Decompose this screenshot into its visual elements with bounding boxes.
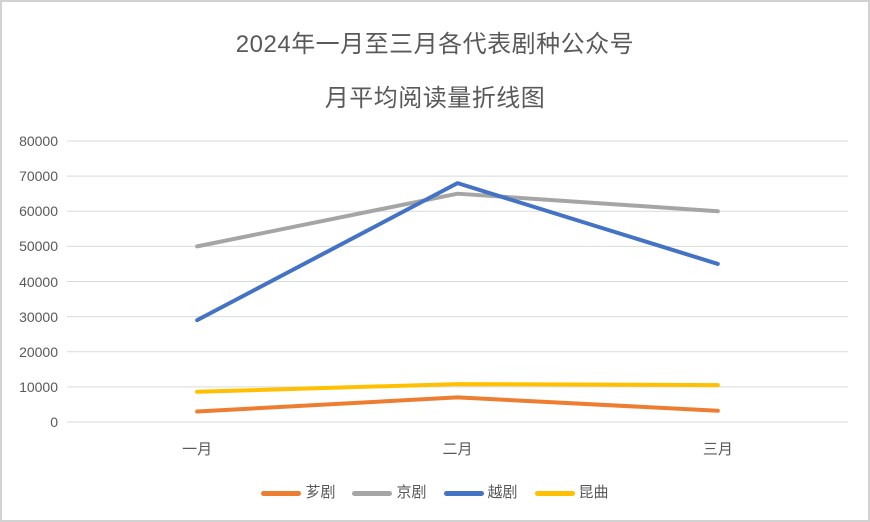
legend-label: 京剧 [396, 484, 427, 501]
y-axis-tick-label: 20000 [19, 343, 58, 360]
chart-subtitle: 月平均阅读量折线图 [324, 85, 546, 112]
series-line-昆曲 [195, 382, 720, 394]
legend-item-昆曲: 昆曲 [534, 484, 609, 502]
chart-title: 2024年一月至三月各代表剧种公众号 [235, 31, 635, 58]
x-axis-tick-label: 二月 [442, 441, 473, 458]
legend: 芗剧 京剧 越剧 昆曲 [2, 484, 868, 502]
x-axis-tick-label: 一月 [182, 441, 213, 458]
y-axis-tick-label: 70000 [19, 168, 58, 185]
y-axis-tick-label: 60000 [19, 203, 58, 220]
y-axis-tick-label: 30000 [19, 308, 58, 325]
legend-item-芗剧: 芗剧 [261, 484, 335, 502]
y-axis-tick-label: 10000 [19, 378, 58, 395]
y-axis-tick-label: 0 [50, 414, 58, 430]
legend-line-swatch [261, 490, 302, 496]
series-line-越剧 [195, 181, 720, 323]
y-axis-tick-label: 40000 [19, 273, 58, 290]
x-axis-tick-label: 三月 [702, 441, 733, 458]
y-axis-tick-label: 80000 [19, 133, 58, 149]
legend-item-越剧: 越剧 [443, 484, 518, 502]
y-axis-tick-label: 50000 [19, 238, 58, 255]
series-line-芗剧 [195, 395, 720, 414]
legend-line-swatch [352, 490, 393, 496]
legend-label: 越剧 [487, 484, 518, 501]
legend-item-京剧: 京剧 [352, 484, 427, 502]
legend-line-swatch [443, 490, 484, 496]
legend-line-swatch [534, 490, 575, 496]
legend-label: 芗剧 [305, 484, 336, 501]
series-line-京剧 [195, 191, 720, 249]
legend-label: 昆曲 [578, 484, 609, 501]
